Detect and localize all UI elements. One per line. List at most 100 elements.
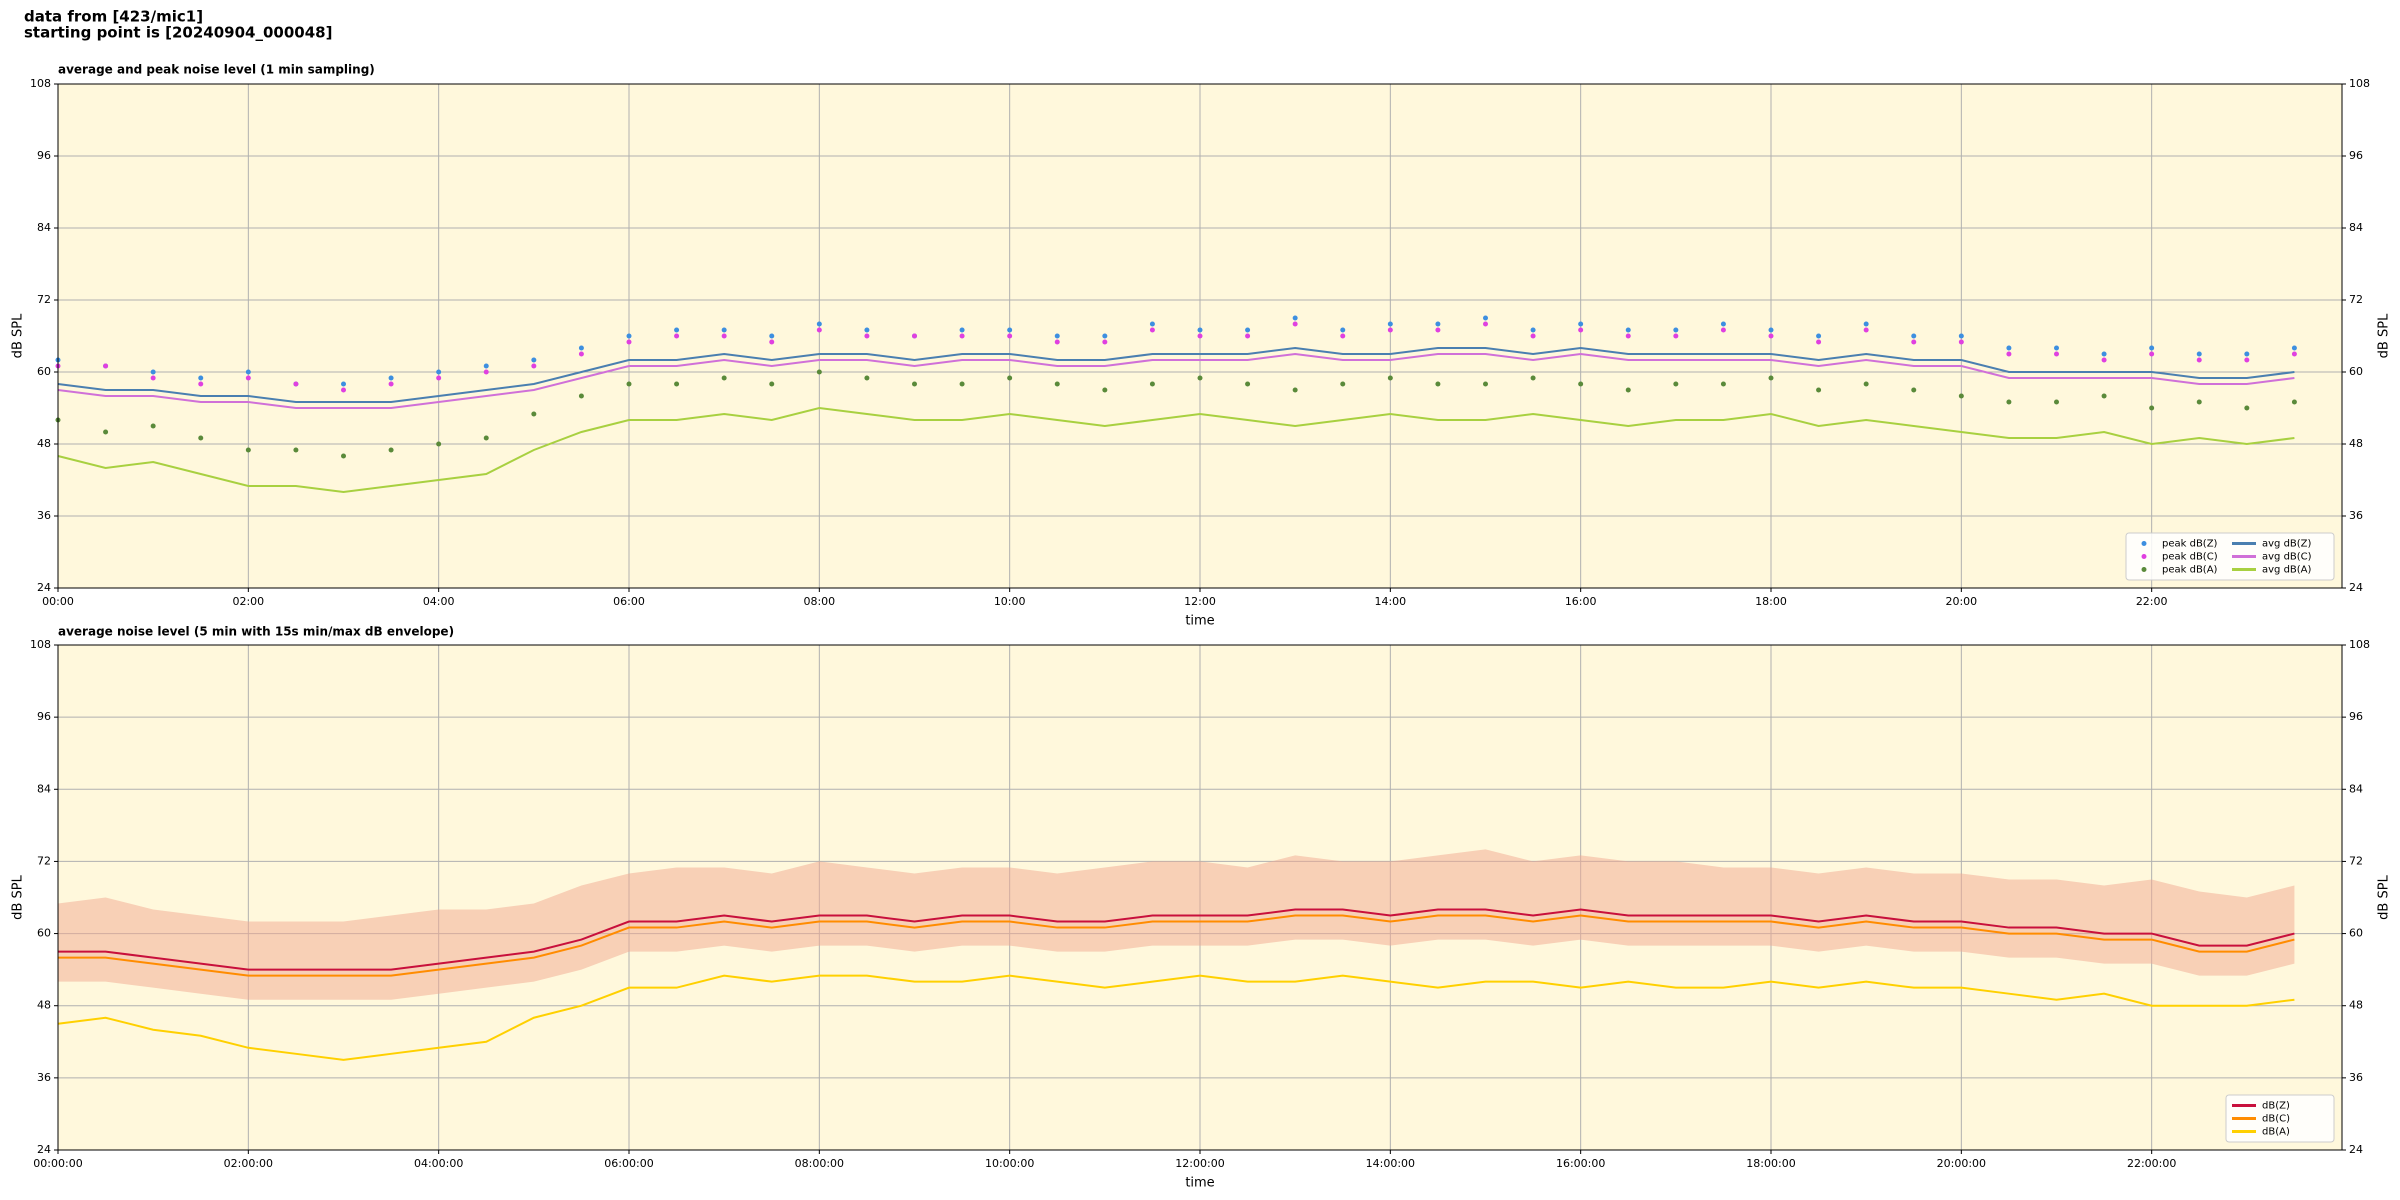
peak-point [626, 333, 632, 339]
peak-point [1625, 387, 1631, 393]
x-tick-label: 02:00 [232, 595, 264, 608]
peak-point [1863, 327, 1869, 333]
peak-point [2244, 351, 2250, 357]
peak-point [578, 393, 584, 399]
peak-point [1149, 327, 1155, 333]
peak-point [1911, 339, 1917, 345]
x-tick-label: 12:00:00 [1175, 1157, 1224, 1170]
y-tick-label: 36 [37, 509, 51, 522]
peak-point [1768, 375, 1774, 381]
y2-tick-label: 108 [2349, 77, 2370, 90]
peak-point [198, 375, 204, 381]
peak-point [1958, 333, 1964, 339]
y2-tick-label: 48 [2349, 999, 2363, 1012]
peak-point [150, 423, 156, 429]
peak-point [103, 429, 109, 435]
peak-point [1387, 327, 1393, 333]
series-line [57, 352, 2295, 409]
y2-axis-label: dB SPL [2377, 874, 2392, 919]
peak-point [1007, 327, 1013, 333]
x-tick-label: 16:00:00 [1556, 1157, 1605, 1170]
peak-point [1054, 333, 1060, 339]
legend-box [2125, 532, 2335, 581]
peak-point [293, 447, 299, 453]
peak-point [2149, 405, 2155, 411]
peak-point [531, 363, 537, 369]
y2-tick-label: 24 [2349, 1143, 2363, 1156]
y2-tick-label: 24 [2349, 581, 2363, 594]
y-tick-label: 84 [37, 782, 51, 795]
peak-point [1958, 339, 1964, 345]
peak-point [341, 387, 346, 393]
peak-point [674, 333, 680, 339]
x-tick-label: 08:00 [803, 595, 835, 608]
peak-point [816, 327, 822, 333]
peak-point [1483, 381, 1488, 387]
peak-point [1578, 327, 1584, 333]
peak-point [674, 327, 680, 333]
peak-point [293, 381, 299, 387]
legend-label: peak dB(A) [2162, 565, 2218, 576]
peak-point [1245, 381, 1251, 387]
peak-point [2006, 399, 2012, 405]
peak-point [864, 333, 870, 339]
legend-label: peak dB(C) [2162, 552, 2218, 563]
peak-point [864, 375, 870, 381]
peak-point [2196, 357, 2202, 363]
peak-point [1768, 333, 1774, 339]
y2-tick-label: 48 [2349, 437, 2363, 450]
x-tick-label: 02:00:00 [224, 1157, 273, 1170]
peak-point [1911, 387, 1917, 393]
y-tick-label: 24 [37, 581, 51, 594]
peak-point [769, 381, 775, 387]
x-tick-label: 00:00:00 [33, 1157, 82, 1170]
peak-point [1863, 381, 1869, 387]
peak-point [1625, 333, 1631, 339]
y2-tick-label: 60 [2349, 365, 2363, 378]
peak-point [2054, 345, 2059, 351]
y2-tick-label: 84 [2349, 221, 2363, 234]
peak-point [1197, 375, 1203, 381]
peak-point [1245, 333, 1251, 339]
peak-point [626, 381, 632, 387]
peak-point [388, 447, 394, 453]
peak-point [626, 339, 632, 345]
peak-point [1816, 339, 1822, 345]
peak-point [1054, 381, 1060, 387]
peak-point [1816, 387, 1822, 393]
series-line [57, 346, 2295, 403]
peak-point [436, 375, 442, 381]
peak-point [769, 339, 775, 345]
chart-title: average and peak noise level (1 min samp… [58, 63, 375, 77]
peak-point [1911, 333, 1917, 339]
y-tick-label: 96 [37, 710, 51, 723]
x-axis-label: time [1185, 1176, 1214, 1191]
series-line [57, 406, 2295, 494]
peak-point [1863, 321, 1869, 327]
peak-point [1197, 327, 1203, 333]
peak-point [436, 441, 442, 447]
x-tick-label: 10:00:00 [985, 1157, 1034, 1170]
y2-tick-label: 96 [2349, 710, 2363, 723]
peak-point [578, 351, 584, 357]
peak-point [388, 375, 394, 381]
peak-point [483, 369, 489, 375]
peak-point [2196, 399, 2202, 405]
peak-point [1007, 333, 1013, 339]
peak-point [912, 333, 917, 339]
peak-point [1958, 393, 1964, 399]
peak-point [2054, 399, 2059, 405]
legend-label: avg dB(Z) [2262, 539, 2312, 550]
peak-point [1149, 381, 1155, 387]
peak-point [1054, 339, 1060, 345]
peak-point [1102, 339, 1108, 345]
peak-point [341, 453, 346, 459]
peak-point [1768, 327, 1774, 333]
peak-point [1673, 327, 1679, 333]
y-tick-label: 48 [37, 437, 51, 450]
x-tick-label: 20:00 [1945, 595, 1977, 608]
y-axis-label: dB SPL [11, 874, 26, 919]
peak-point [1483, 321, 1488, 327]
legend-swatch [2141, 554, 2147, 559]
